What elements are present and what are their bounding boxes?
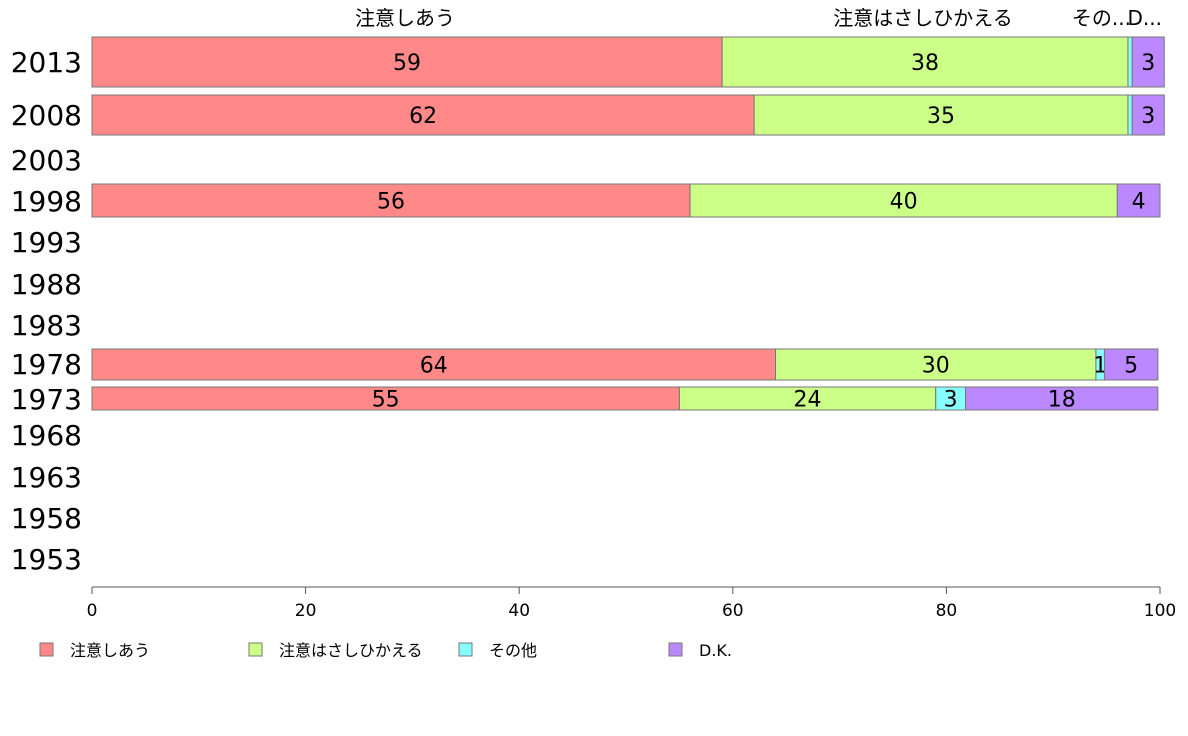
y-label-1998: 1998 [11,185,82,218]
data-label-2013-s3: 3 [1141,51,1155,76]
legend-label-2: その他 [489,641,537,660]
x-tick-label-40: 40 [508,601,530,621]
top-category-labels: 注意しあう 注意はさしひかえる その...D... [355,6,1162,30]
bar-segment-1998-s0 [91,183,691,218]
x-tick-label-100: 100 [1144,601,1176,621]
legend-swatch-0 [39,642,54,657]
y-label-2003: 2003 [11,144,82,177]
data-label-1998-s0: 56 [377,190,405,215]
bar-segment-2008-s0 [91,94,755,136]
y-label-1973: 1973 [11,383,82,416]
data-label-1978-s3: 5 [1124,354,1138,379]
bar-segment-2008-s2 [1127,94,1133,136]
data-label-1973-s1: 24 [794,388,822,413]
y-label-1983: 1983 [11,309,82,342]
x-tick-label-20: 20 [295,601,317,621]
y-axis-labels: 2013 2008 2003 1998 1993 1988 1983 197819731968… [11,46,82,576]
data-label-2008-s1: 35 [927,104,955,129]
top-label-3: D... [1128,6,1162,30]
x-tick-label-80: 80 [936,601,958,621]
bar-segment-1978-s3 [1103,348,1159,381]
bar-segment-1978-s0 [91,348,777,381]
y-label-2008: 2008 [11,99,82,132]
y-label-1978: 1978 [11,348,82,381]
y-label-1968: 1968 [11,419,82,452]
bar-segment-2013-s0 [91,36,723,88]
top-label-2: その... [1072,6,1131,30]
top-label-0: 注意しあう [355,6,455,30]
legend-label-0: 注意しあう [70,641,150,660]
legend-label-1: 注意はさしひかえる [279,641,423,660]
data-label-2013-s1: 38 [911,51,939,76]
bar-segment-2013-s3 [1131,36,1165,88]
data-label-2013-s0: 59 [393,51,421,76]
x-axis: 0 20 40 60 80 100 [87,586,1176,621]
y-label-1988: 1988 [11,268,82,301]
data-label-1973-s0: 55 [372,388,400,413]
bar-segment-1973-s3 [965,386,1159,411]
bar-segment-2008-s1 [753,94,1129,136]
data-label-2008-s3: 3 [1141,104,1155,129]
bar-segment-1998-s1 [689,183,1118,218]
data-label-1978-s1: 30 [922,354,950,379]
y-label-2013: 2013 [11,46,82,79]
data-label-1973-s3: 18 [1048,388,1076,413]
data-label-1973-s2: 3 [944,388,958,413]
bar-segment-2008-s3 [1131,94,1165,136]
legend-swatch-1 [248,642,263,657]
bar-segment-2013-s1 [721,36,1129,88]
x-tick-label-0: 0 [87,601,98,621]
legend-label-3: D.K. [699,641,732,660]
bars: 59 38 362 35 356 40 464 30 1 555 24 3 18 [91,36,1165,413]
data-label-1978-s0: 64 [420,354,448,379]
legend: 注意しあう 注意はさしひかえる その他 D.K. [39,641,732,660]
x-tick-label-60: 60 [722,601,744,621]
data-label-1978-s2: 1 [1093,354,1107,379]
data-label-2008-s0: 62 [409,104,437,129]
legend-swatch-2 [458,642,473,657]
bar-segment-1998-s3 [1116,183,1161,218]
y-label-1993: 1993 [11,226,82,259]
legend-swatch-3 [668,642,683,657]
y-label-1953: 1953 [11,543,82,576]
data-label-1998-s3: 4 [1132,190,1146,215]
data-label-1998-s1: 40 [890,190,918,215]
top-label-1: 注意はさしひかえる [833,6,1012,30]
y-label-1958: 1958 [11,502,82,535]
y-label-1963: 1963 [11,461,82,494]
bar-segment-2013-s2 [1127,36,1133,88]
